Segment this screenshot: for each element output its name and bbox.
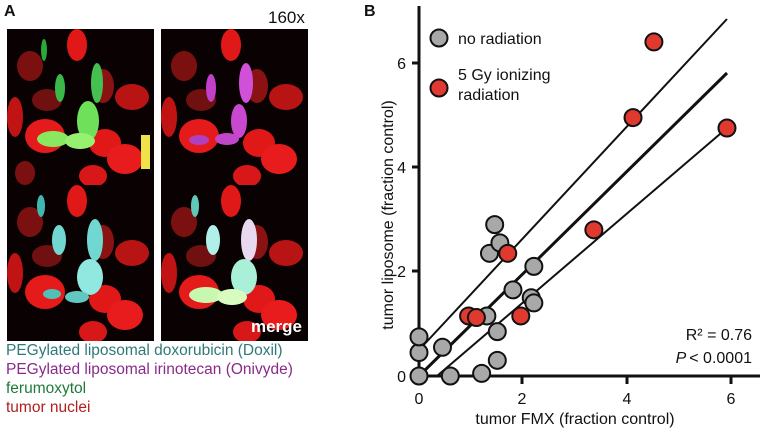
- svg-text:6: 6: [397, 56, 406, 73]
- data-point: [644, 32, 664, 52]
- magnification-label: 160x: [268, 8, 305, 27]
- regression-line: [417, 71, 729, 378]
- micrograph-merge: merge: [161, 185, 308, 341]
- svg-text:4: 4: [397, 160, 406, 177]
- data-point: [485, 215, 505, 235]
- svg-text:2: 2: [518, 391, 527, 408]
- data-point: [409, 327, 429, 347]
- data-point: [503, 280, 523, 300]
- merge-label: merge: [250, 317, 302, 336]
- legend-doxil: PEGylated liposomal doxorubicin (Doxil): [6, 342, 283, 359]
- data-point: [487, 322, 507, 342]
- lower-ci-line: [436, 127, 728, 377]
- scale-bar: [141, 135, 150, 169]
- data-point: [524, 256, 544, 276]
- legend-marker-radiation: [429, 78, 449, 98]
- data-point: [498, 243, 518, 263]
- chart-legend: no radiation 5 Gy ionizing radiation: [429, 28, 551, 104]
- data-point: [487, 350, 507, 370]
- data-point: [466, 308, 486, 328]
- svg-text:0: 0: [397, 369, 406, 386]
- y-axis-label: tumor liposome (fraction control): [380, 100, 397, 329]
- svg-text:0: 0: [415, 391, 424, 408]
- panel-a-label: A: [4, 3, 16, 20]
- data-point: [440, 366, 460, 386]
- svg-text:2: 2: [397, 264, 406, 281]
- legend-tumor-nuclei: tumor nuclei: [6, 399, 91, 416]
- data-point: [409, 343, 429, 363]
- legend-radiation-line1: 5 Gy ionizing: [458, 67, 551, 84]
- upper-ci-line: [418, 18, 728, 351]
- micrograph-onivyde: [161, 29, 308, 185]
- data-point: [511, 306, 531, 326]
- data-point: [409, 366, 429, 386]
- data-point: [432, 337, 452, 357]
- data-point: [584, 220, 604, 240]
- data-point: [717, 118, 737, 138]
- svg-text:4: 4: [623, 391, 632, 408]
- legend-onivyde: PEGylated liposomal irinotecan (Onivyde): [6, 361, 293, 378]
- x-tick-labels: 0 2 4 6: [415, 391, 736, 408]
- data-points: [409, 32, 737, 386]
- svg-text:6: 6: [727, 391, 736, 408]
- legend-radiation-line2: radiation: [458, 87, 519, 104]
- r-squared: R² = 0.76: [686, 327, 752, 344]
- data-point: [623, 108, 643, 128]
- fit-lines: [417, 18, 729, 378]
- legend-no-radiation: no radiation: [458, 31, 542, 48]
- data-point: [472, 363, 492, 383]
- y-tick-labels: 0 2 4 6: [397, 56, 406, 386]
- x-axis-label: tumor FMX (fraction control): [475, 411, 674, 428]
- micrograph-doxil: [7, 185, 154, 341]
- panel-a-legend: PEGylated liposomal doxorubicin (Doxil) …: [0, 341, 380, 431]
- data-point: [524, 293, 544, 313]
- panel-b-label: B: [364, 3, 376, 20]
- legend-marker-no-radiation: [429, 28, 449, 48]
- legend-ferumoxytol: ferumoxytol: [6, 380, 87, 397]
- micrograph-ferumoxytol: [7, 29, 154, 185]
- x-ticks: [520, 376, 733, 384]
- p-value: P < 0.0001: [676, 350, 753, 367]
